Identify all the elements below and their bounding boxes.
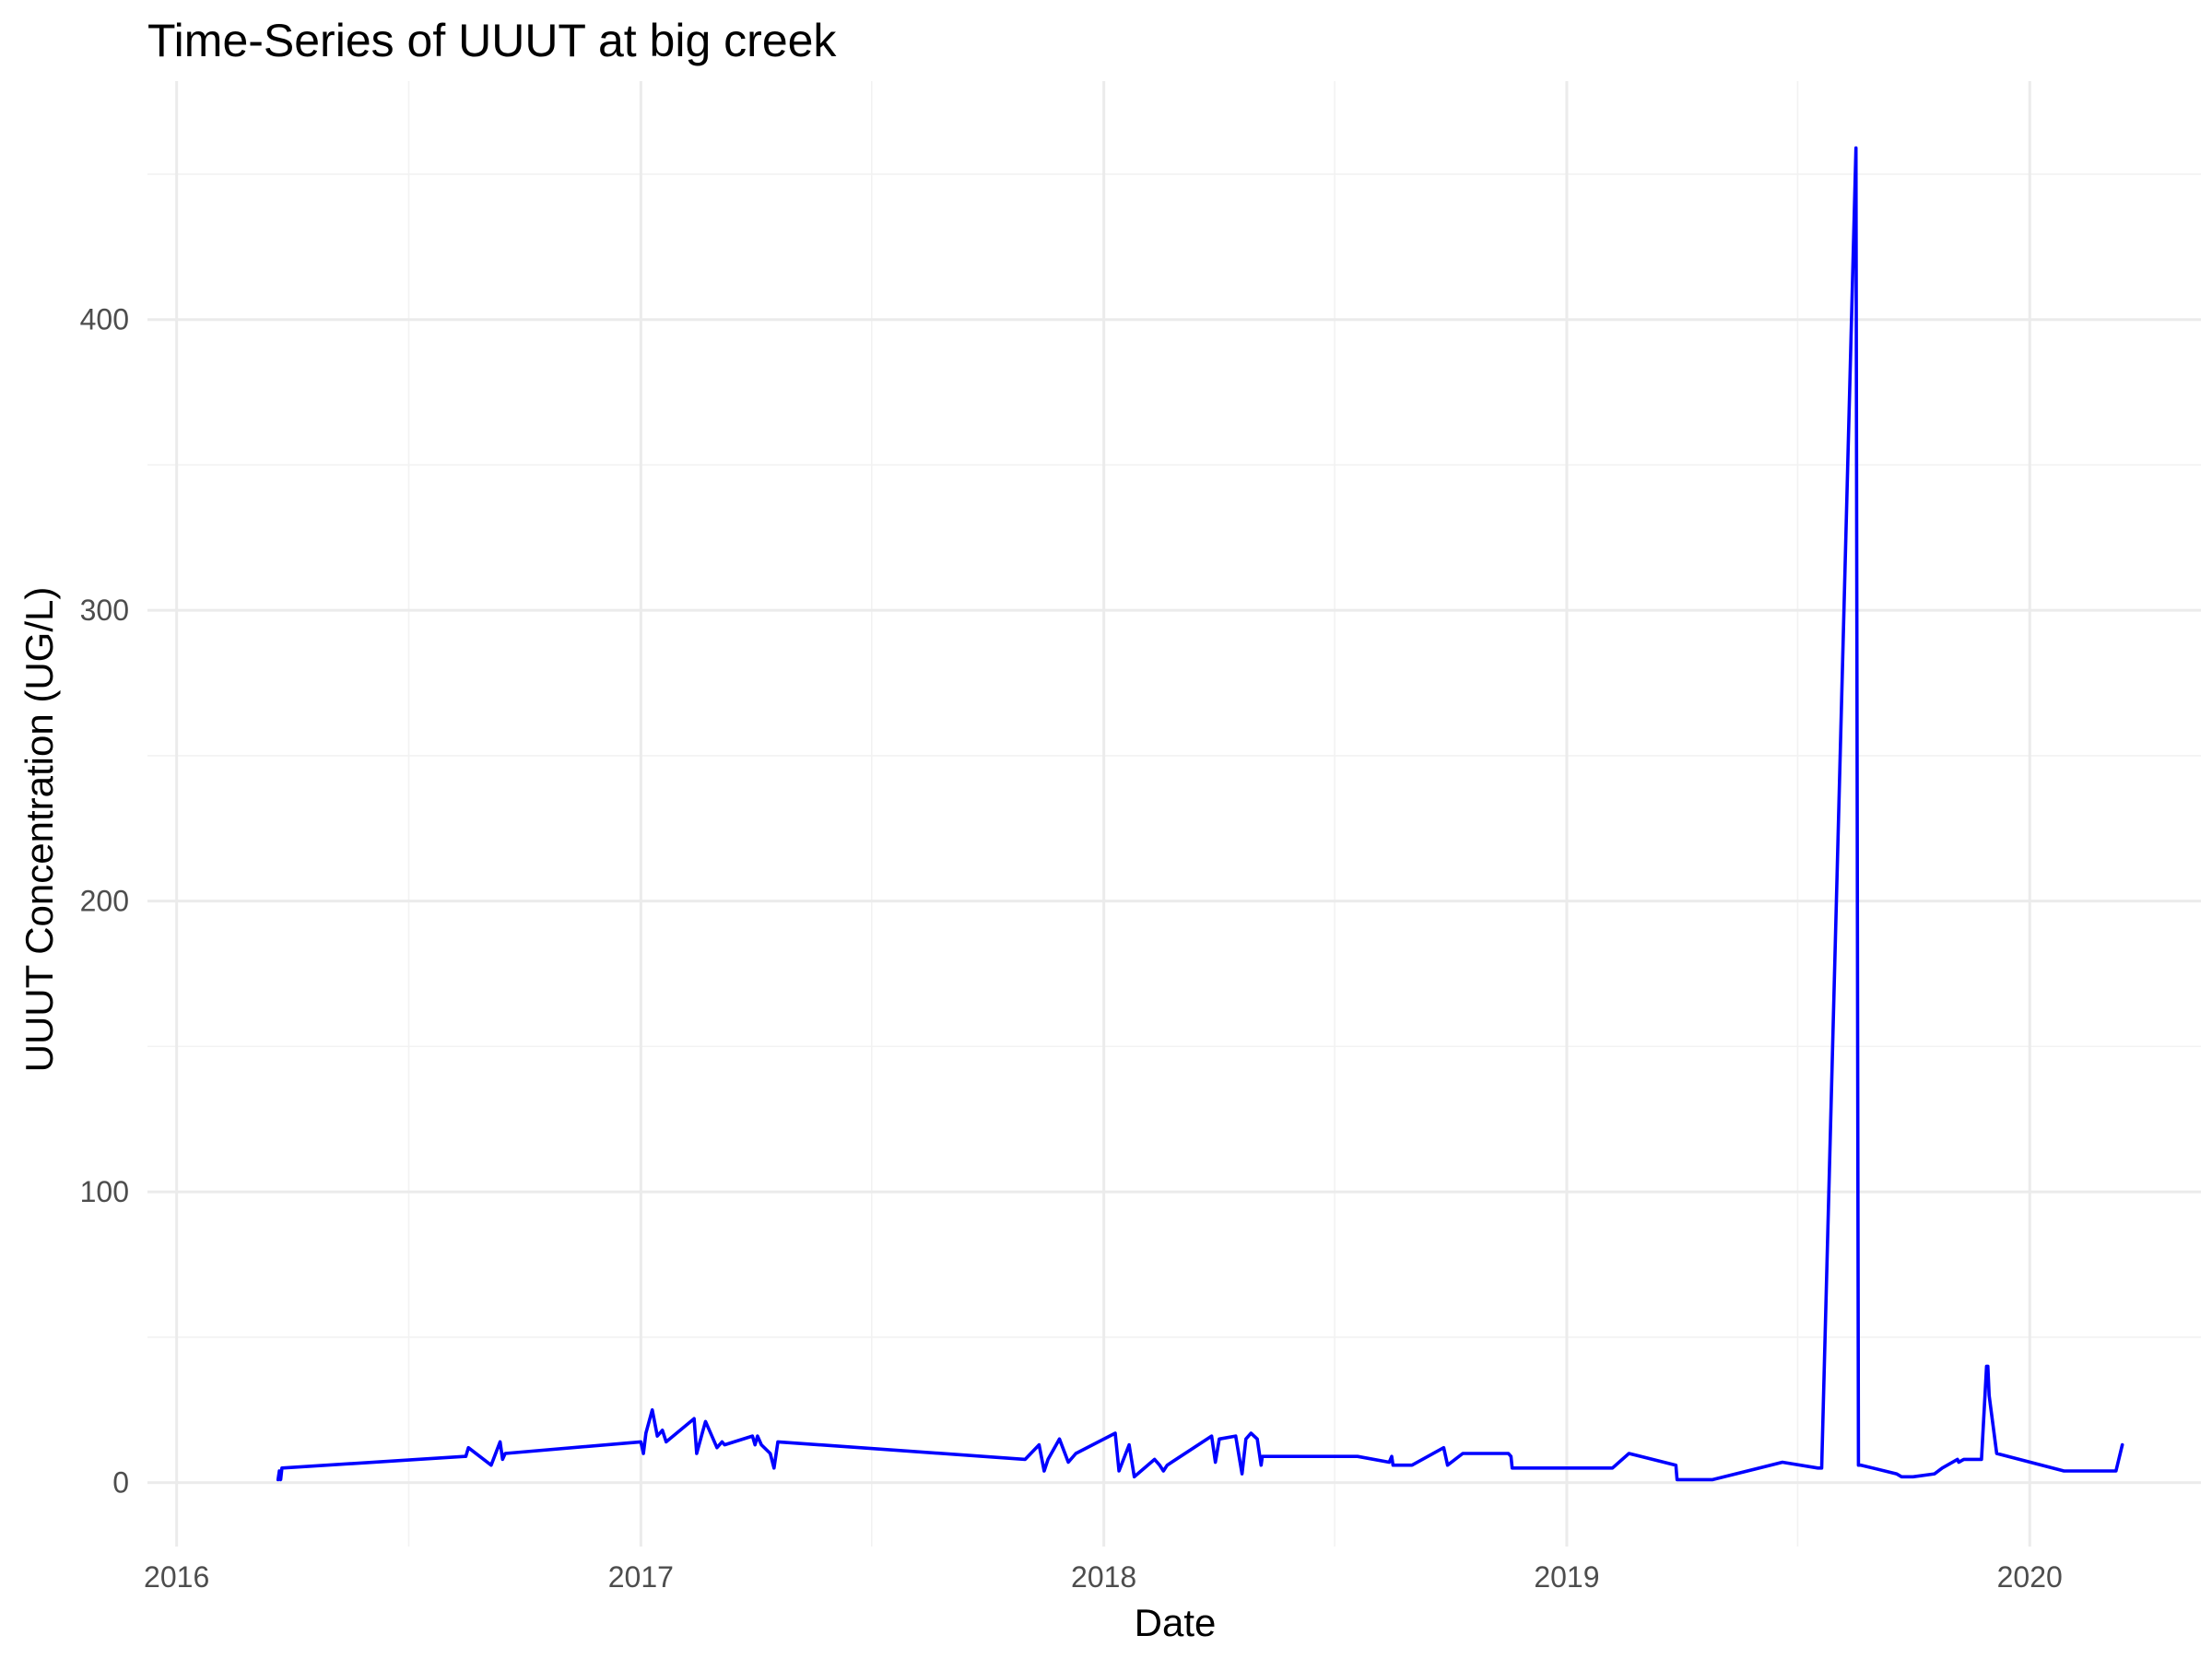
- x-tick-label: 2017: [608, 1560, 674, 1594]
- y-tick-label: 200: [80, 885, 129, 918]
- x-tick-label: 2016: [144, 1560, 209, 1594]
- x-tick-label: 2020: [1997, 1560, 2063, 1594]
- major-gridlines: [147, 81, 2201, 1547]
- y-tick-label: 100: [80, 1175, 129, 1208]
- chart-title: Time-Series of UUUT at big creek: [147, 15, 837, 66]
- y-tick-label: 0: [112, 1466, 129, 1500]
- x-tick-label: 2019: [1534, 1560, 1599, 1594]
- y-tick-label: 400: [80, 303, 129, 336]
- y-axis-title: UUUT Concentration (UG/L): [18, 587, 61, 1073]
- tick-labels: 2016 2017 2018 2019 2020 0 100 200 300 400: [80, 303, 2063, 1594]
- x-tick-label: 2018: [1071, 1560, 1136, 1594]
- series-line: [276, 146, 2124, 1482]
- x-axis-title: Date: [1135, 1601, 1217, 1644]
- minor-gridlines: [147, 81, 2201, 1547]
- y-tick-label: 300: [80, 594, 129, 627]
- series-layer: [276, 146, 2124, 1482]
